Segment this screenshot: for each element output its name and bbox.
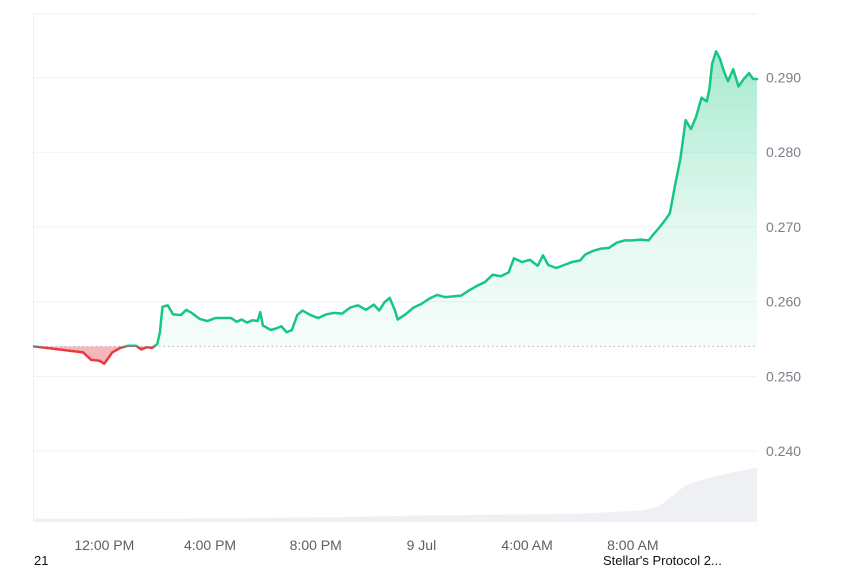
- y-tick-label: 0.290: [766, 70, 801, 86]
- y-axis: 0.240 0.250 0.260 0.270 0.280 0.290: [766, 70, 801, 460]
- price-line: [32, 50, 759, 365]
- x-axis: 12:00 PM 4:00 PM 8:00 PM 9 Jul 4:00 AM 8:00 A…: [74, 537, 658, 553]
- gridlines: [33, 77, 757, 452]
- footer-left-text: 21: [34, 553, 49, 568]
- area-fill-above: [34, 51, 757, 347]
- x-tick-label: 4:00 PM: [184, 537, 236, 553]
- volume-histogram: [33, 467, 757, 522]
- y-tick-label: 0.240: [766, 443, 801, 459]
- area-fill-below: [34, 346, 155, 364]
- price-line-up: [32, 50, 759, 347]
- y-tick-label: 0.260: [766, 294, 801, 310]
- y-tick-label: 0.270: [766, 219, 801, 235]
- x-tick-label: 8:00 AM: [607, 537, 658, 553]
- x-tick-label: 4:00 AM: [501, 537, 552, 553]
- volume-area: [33, 467, 757, 522]
- x-tick-label: 9 Jul: [407, 537, 437, 553]
- x-tick-label: 12:00 PM: [74, 537, 134, 553]
- news-marker-label[interactable]: Stellar's Protocol 2...: [603, 553, 722, 568]
- y-tick-label: 0.250: [766, 368, 801, 384]
- x-tick-label: 8:00 PM: [290, 537, 342, 553]
- price-area: [34, 51, 757, 364]
- y-tick-label: 0.280: [766, 144, 801, 160]
